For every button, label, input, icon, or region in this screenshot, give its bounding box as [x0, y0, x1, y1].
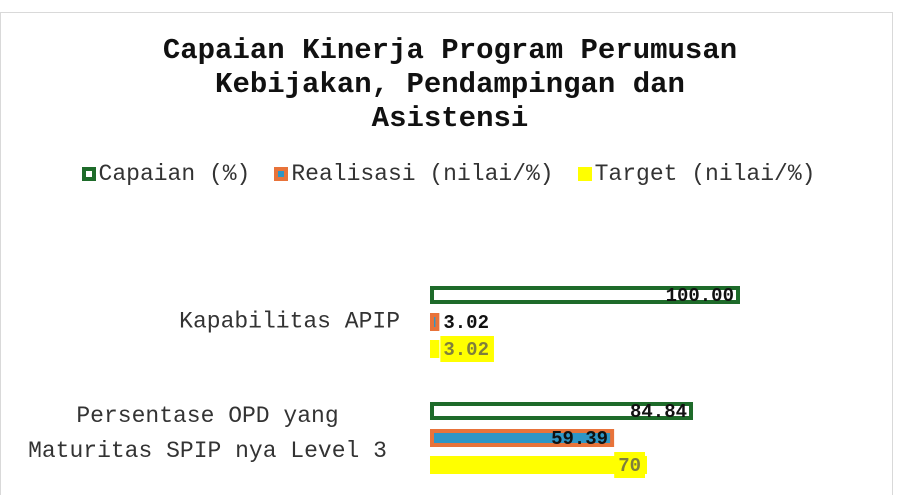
legend-swatch	[274, 167, 289, 181]
data-label: 3.02	[443, 339, 489, 361]
bar	[430, 340, 440, 358]
data-label: 59.39	[551, 428, 608, 450]
legend-item: Capaian (%)	[81, 161, 251, 187]
legend-swatch	[577, 167, 592, 181]
legend-label: Capaian (%)	[98, 161, 251, 187]
data-label-box	[614, 452, 645, 478]
legend-swatch	[81, 167, 96, 181]
chart-frame	[0, 12, 893, 495]
bar	[430, 286, 740, 304]
chart-title: Capaian Kinerja Program Perumusan Kebija…	[162, 34, 738, 135]
bar	[430, 456, 647, 474]
bar	[430, 313, 440, 331]
data-label: 100.00	[666, 285, 734, 307]
data-label: 70	[618, 455, 641, 477]
category-label: Persentase OPD yang Maturitas SPIP nya L…	[28, 403, 387, 464]
data-label: 3.02	[443, 312, 489, 334]
category-label: Kapabilitas APIP	[179, 308, 400, 335]
legend-label: Target (nilai/%)	[594, 161, 816, 187]
data-label: 84.84	[630, 401, 687, 423]
bar	[430, 402, 694, 420]
legend-label: Realisasi (nilai/%)	[291, 161, 554, 187]
bar	[430, 429, 615, 447]
data-label-box	[440, 336, 494, 362]
legend-item: Target (nilai/%)	[577, 161, 816, 187]
legend-item: Realisasi (nilai/%)	[274, 161, 554, 187]
legend: Capaian (%) Realisasi (nilai/%) Target (ni…	[0, 161, 897, 187]
